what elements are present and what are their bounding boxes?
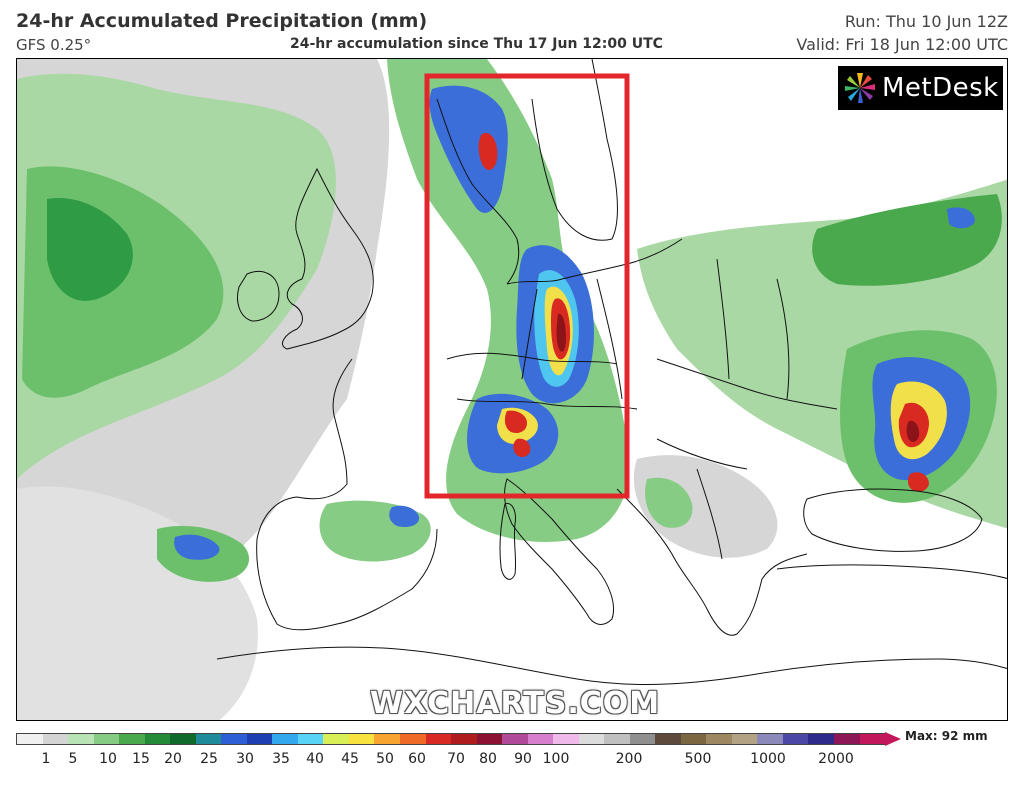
precip-ukraine-red-south	[907, 472, 929, 492]
precip-ukraine-darkred	[906, 420, 920, 442]
legend-swatch	[808, 734, 834, 744]
legend-tick-label: 15	[132, 751, 150, 767]
legend-swatch	[604, 734, 630, 744]
legend-tick-label: 10	[99, 751, 117, 767]
legend-swatch	[655, 734, 681, 744]
precip-spain-green	[319, 500, 431, 562]
legend-tick-label: 25	[200, 751, 218, 767]
precip-scandinavia-green	[387, 59, 630, 542]
legend-swatch	[119, 734, 145, 744]
sunburst-icon	[845, 73, 875, 103]
legend-swatch	[859, 734, 886, 744]
coast-scandinavia	[436, 59, 618, 285]
precipitation-field	[17, 59, 1007, 720]
legend-swatch	[629, 734, 656, 744]
legend-tick-label: 1	[41, 751, 51, 767]
legend-swatch	[68, 734, 94, 744]
legend-tick-label: 35	[272, 751, 290, 767]
precipitation-map	[16, 58, 1008, 721]
legend-tick-label: 70	[447, 751, 465, 767]
color-legend: Max: 92 mm 1 5 10 15 20 25 30 35 40 45 50 60 70 80 90 1…	[16, 729, 1016, 784]
metdesk-logo: MetDesk	[838, 66, 1003, 110]
precip-atlantic-dark	[47, 198, 133, 301]
legend-max-label: Max: 92 mm	[905, 729, 988, 743]
legend-swatch	[757, 734, 783, 744]
legend-tick-label: 30	[236, 751, 254, 767]
legend-tick-label: 20	[164, 751, 182, 767]
legend-tick-label: 50	[376, 751, 394, 767]
precip-scandinavia-blue	[429, 85, 508, 213]
legend-swatch	[451, 734, 477, 744]
coast-corsica-sardinia	[499, 502, 517, 580]
precip-central-darkred	[556, 313, 566, 352]
coast-france-iberia	[256, 358, 438, 631]
legend-swatch	[782, 734, 809, 744]
legend-swatch	[399, 734, 426, 744]
legend-tick-label: 80	[479, 751, 497, 767]
valid-label: Valid: Fri 18 Jun 12:00 UTC	[796, 35, 1008, 54]
legend-swatch	[348, 734, 375, 744]
legend-swatch	[502, 734, 528, 744]
run-label: Run: Thu 10 Jun 12Z	[844, 12, 1008, 31]
legend-swatch	[246, 734, 273, 744]
legend-swatch	[17, 734, 43, 744]
legend-swatch	[93, 734, 120, 744]
borders-central	[446, 258, 838, 560]
chart-header: 24-hr Accumulated Precipitation (mm) GFS…	[0, 0, 1024, 58]
map-canvas	[17, 59, 1007, 720]
legend-swatch	[272, 734, 298, 744]
legend-tick-label: 45	[341, 751, 359, 767]
coast-ireland	[237, 270, 280, 322]
watermark: WXCHARTS.COM	[370, 686, 661, 721]
legend-swatch	[476, 734, 503, 744]
legend-swatch	[195, 734, 222, 744]
legend-swatch	[144, 734, 171, 744]
precip-alps-red	[504, 410, 527, 433]
legend-tick-label: 90	[514, 751, 532, 767]
legend-tick-label: 60	[408, 751, 426, 767]
precip-alps-red-2	[513, 438, 531, 458]
legend-tick-label: 200	[615, 751, 643, 767]
model-label: GFS 0.25°	[16, 36, 92, 54]
logo-text: MetDesk	[882, 73, 999, 103]
legend-swatch	[374, 734, 400, 744]
precip-southwest-blue	[174, 534, 220, 560]
legend-swatch	[42, 734, 69, 744]
coast-north-africa	[216, 646, 1007, 685]
legend-swatch	[706, 734, 732, 744]
legend-swatch	[553, 734, 579, 744]
legend-swatch	[834, 734, 860, 744]
precip-east-blue-blobs	[947, 207, 975, 229]
precip-scandinavia-red	[478, 133, 498, 171]
legend-swatch	[221, 734, 247, 744]
legend-tick-label: 40	[306, 751, 324, 767]
coastlines	[216, 59, 1007, 685]
coast-italy	[504, 478, 614, 625]
coast-black-sea	[803, 488, 983, 552]
legend-tick-label: 1000	[750, 751, 786, 767]
legend-swatch	[578, 734, 605, 744]
legend-tick-label: 5	[68, 751, 78, 767]
legend-swatch	[731, 734, 758, 744]
coast-baltic	[506, 238, 683, 285]
legend-tick-label: 100	[542, 751, 570, 767]
precip-spain-blue	[389, 505, 420, 527]
legend-swatch	[527, 734, 554, 744]
legend-swatch	[170, 734, 196, 744]
chart-title: 24-hr Accumulated Precipitation (mm)	[16, 10, 428, 32]
legend-tick-label: 2000	[818, 751, 854, 767]
legend-color-bar	[16, 733, 886, 745]
precip-balkans-green	[645, 477, 693, 528]
legend-tick-label: 500	[684, 751, 712, 767]
highlight-box	[424, 73, 630, 499]
coast-turkey	[776, 564, 1007, 579]
legend-swatch	[425, 734, 452, 744]
coast-balkans	[616, 488, 808, 636]
chart-subtitle: 24-hr accumulation since Thu 17 Jun 12:0…	[290, 36, 663, 52]
legend-swatch	[323, 734, 349, 744]
coast-britain	[282, 167, 374, 350]
legend-max-arrow	[885, 732, 901, 746]
legend-swatch	[680, 734, 707, 744]
legend-swatch	[297, 734, 324, 744]
